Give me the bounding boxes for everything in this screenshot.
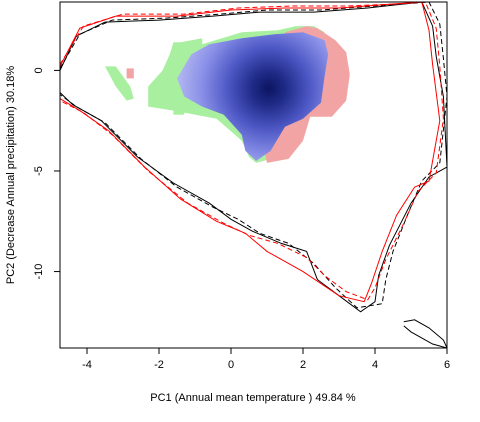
y-tick-label: -10 — [33, 264, 45, 280]
y-axis: 0 -5 -10 — [33, 67, 60, 280]
x-tick-label: 4 — [372, 359, 378, 371]
x-tick-label: 0 — [228, 359, 234, 371]
x-tick-label: -4 — [82, 359, 92, 371]
x-tick-label: 6 — [444, 359, 450, 371]
invaded-niche-blob — [126, 68, 134, 79]
y-tick-label: -5 — [33, 166, 45, 176]
x-axis: -4 -2 0 2 4 6 — [82, 348, 450, 371]
x-tick-label: -2 — [154, 359, 164, 371]
environment-contour-1 — [60, 2, 447, 313]
y-axis-title: PC2 (Decrease Annual precipitation) 30.1… — [5, 66, 17, 285]
niche-regions — [105, 26, 350, 163]
environment-contour-5 — [403, 319, 447, 348]
environment-contours — [60, 2, 447, 348]
overlap-density-region — [177, 32, 329, 161]
native-niche-blob-1 — [105, 66, 134, 101]
x-axis-title: PC1 (Annual mean temperature ) 49.84 % — [150, 392, 356, 404]
native-niche-blob-2 — [173, 110, 185, 115]
plot-frame — [59, 1, 448, 349]
environment-contour-2 — [60, 2, 447, 309]
y-tick-label: 0 — [33, 67, 45, 73]
environment-contour-3 — [60, 2, 441, 303]
x-tick-label: 2 — [300, 359, 306, 371]
